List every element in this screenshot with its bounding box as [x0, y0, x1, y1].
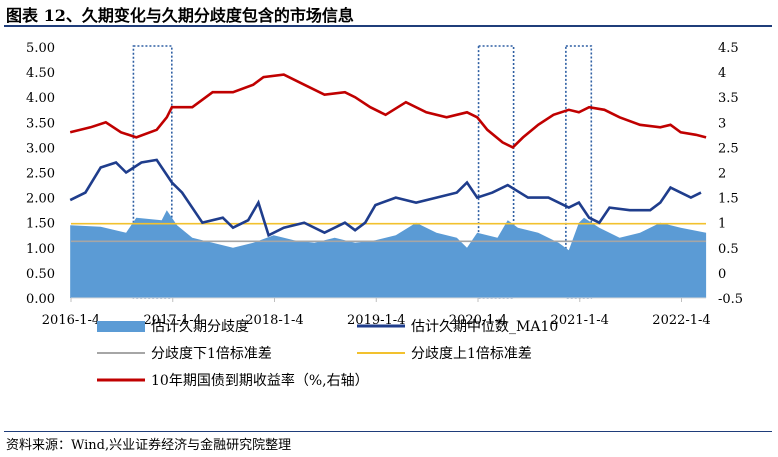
right-tick-label: 0.5: [718, 242, 739, 257]
left-tick-label: 3.00: [26, 141, 55, 156]
legend-label: 10年期国债到期收益率（%,右轴）: [151, 372, 369, 389]
left-axis: 0.00 0.50 1.00 1.50 2.00 2.50 3.00 3.50 4.00 4.50…: [26, 41, 55, 307]
x-tick-label: 2022-1-4: [652, 313, 710, 328]
legend: 估计久期分歧度 估计久期中位数_MA10 分歧度下1倍标准差 分歧度上1倍标准差 10年…: [97, 319, 558, 389]
plot-area: [69, 45, 707, 299]
right-tick-label: 2.5: [718, 141, 739, 156]
left-tick-label: 0.50: [26, 267, 55, 282]
right-tick-label: 3.5: [718, 91, 739, 106]
left-tick-label: 2.00: [26, 192, 55, 207]
legend-label: 估计久期分歧度: [151, 319, 249, 335]
right-tick-label: 3: [718, 116, 726, 131]
left-tick-label: 0.00: [26, 292, 55, 307]
title-rule: [4, 25, 772, 27]
right-tick-label: 1.5: [718, 192, 739, 207]
left-tick-label: 1.50: [26, 217, 55, 232]
left-tick-label: 3.50: [26, 116, 55, 131]
right-tick-label: 4: [718, 66, 726, 81]
right-tick-label: -0.5: [718, 292, 743, 307]
source-rule: [4, 431, 772, 432]
legend-swatch: [97, 321, 145, 332]
left-tick-label: 1.00: [26, 242, 55, 257]
series-10y-yield-line: [69, 73, 707, 149]
right-tick-label: 1: [718, 217, 726, 232]
x-tick-label: 2018-1-4: [245, 313, 303, 328]
chart: 0.000.501.001.502.002.503.003.504.004.50…: [26, 41, 743, 389]
right-tick-label: 2: [718, 167, 726, 182]
legend-label: 估计久期中位数_MA10: [411, 319, 558, 335]
left-tick-label: 4.50: [26, 66, 55, 81]
right-axis: -0.5 0 0.5 1 1.5 2 2.5 3 3.5 4 4.5: [718, 41, 743, 307]
legend-label: 分歧度上1倍标准差: [411, 346, 532, 362]
x-axis: 2016-1-4 2017-1-4 2018-1-4 2019-1-4 2020-1-4…: [42, 298, 711, 328]
series-divergence-area: [70, 210, 707, 298]
series-median-duration-line: [69, 158, 702, 238]
right-tick-label: 0: [718, 267, 726, 282]
left-tick-label: 5.00: [26, 41, 55, 56]
left-tick-label: 4.00: [26, 91, 55, 106]
x-tick-label: 2020-1-4: [449, 313, 507, 328]
chart-title: 图表 12、久期变化与久期分歧度包含的市场信息: [6, 6, 354, 25]
x-tick-label: 2017-1-4: [144, 313, 202, 328]
x-tick-label: 2016-1-4: [42, 313, 100, 328]
highlight-box-3: [565, 45, 593, 299]
left-tick-label: 2.50: [26, 167, 55, 182]
right-tick-label: 4.5: [718, 41, 739, 56]
source-note: 资料来源：Wind,兴业证券经济与金融研究院整理: [6, 438, 292, 453]
x-tick-label: 2019-1-4: [347, 313, 405, 328]
x-tick-label: 2021-1-4: [551, 313, 609, 328]
legend-label: 分歧度下1倍标准差: [151, 346, 272, 362]
